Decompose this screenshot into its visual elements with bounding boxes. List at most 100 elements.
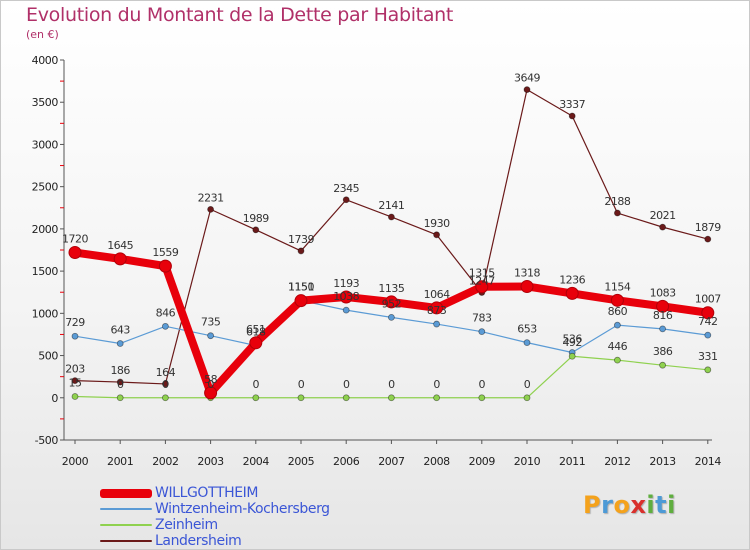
- series-point-1: [387, 313, 395, 321]
- series-point-1: [704, 331, 712, 339]
- y-tick-label: 3500: [32, 96, 59, 109]
- series-point-2: [704, 366, 712, 374]
- x-tick-label: 2014: [695, 455, 722, 468]
- data-label-2: 0: [298, 378, 305, 391]
- series-point-1: [433, 320, 441, 328]
- legend-swatch: [100, 488, 152, 498]
- series-point-1: [342, 306, 350, 314]
- series-point-3: [71, 377, 79, 385]
- x-tick-label: 2004: [243, 455, 270, 468]
- series-point-0: [249, 336, 263, 350]
- data-label-3: 1930: [424, 217, 450, 230]
- data-label-2: 0: [253, 378, 260, 391]
- series-point-2: [297, 394, 305, 402]
- legend-swatch: [100, 508, 152, 510]
- series-point-3: [614, 209, 621, 217]
- series-point-1: [478, 328, 486, 336]
- data-label-1: 729: [65, 316, 85, 329]
- x-tick-label: 2002: [152, 455, 178, 468]
- y-tick-label: 0: [51, 392, 58, 405]
- series-point-0: [475, 280, 489, 294]
- data-label-2: 492: [562, 336, 582, 349]
- data-label-2: 446: [608, 340, 628, 353]
- y-tick-label: 2000: [32, 223, 59, 236]
- legend-item: WILLGOTTHEIM: [100, 485, 330, 501]
- series-point-1: [614, 321, 621, 329]
- series-point-3: [207, 205, 215, 213]
- data-label-3: 3649: [514, 72, 540, 85]
- series-point-2: [116, 394, 124, 402]
- data-label-1: 742: [698, 315, 718, 328]
- legend-item: Wintzenheim-Kochersberg: [100, 501, 330, 517]
- data-label-2: 0: [343, 378, 350, 391]
- series-point-3: [342, 196, 350, 204]
- y-tick-label: -500: [35, 434, 59, 447]
- series-point-3: [523, 86, 531, 94]
- x-tick-label: 2001: [107, 455, 133, 468]
- data-label-0: 1135: [378, 282, 404, 295]
- series-point-0: [68, 246, 82, 260]
- y-tick-label: 1500: [32, 265, 59, 278]
- series-point-3: [433, 231, 441, 239]
- data-label-2: 0: [162, 378, 169, 391]
- data-label-3: 1879: [695, 221, 721, 234]
- x-tick-label: 2011: [559, 455, 585, 468]
- data-label-1: 1151: [288, 281, 314, 294]
- series-point-0: [565, 286, 579, 300]
- series-point-2: [523, 394, 531, 402]
- data-label-0: 1645: [107, 239, 133, 252]
- chart-title: Evolution du Montant de la Dette par Hab…: [26, 4, 454, 26]
- x-tick-label: 2013: [649, 455, 676, 468]
- x-tick-label: 2010: [514, 455, 541, 468]
- data-label-1: 846: [156, 306, 176, 319]
- data-label-1: 873: [427, 304, 447, 317]
- data-label-0: 1559: [152, 246, 178, 259]
- data-label-0: 1064: [424, 288, 450, 301]
- series-point-2: [252, 394, 260, 402]
- series-point-3: [116, 378, 124, 386]
- series-point-0: [520, 279, 534, 293]
- data-label-3: 2345: [333, 182, 359, 195]
- y-tick-label: 3000: [32, 138, 59, 151]
- data-label-3: 3337: [559, 98, 585, 111]
- legend-swatch: [100, 524, 152, 526]
- data-label-3: 2141: [378, 199, 404, 212]
- series-point-2: [433, 394, 441, 402]
- series-point-0: [204, 386, 218, 400]
- series-point-3: [297, 247, 305, 255]
- data-label-3: 203: [65, 363, 85, 376]
- data-label-3: 2231: [198, 191, 224, 204]
- chart-subtitle: (en €): [26, 28, 59, 41]
- x-tick-label: 2012: [604, 455, 630, 468]
- series-point-3: [252, 226, 260, 234]
- series-point-0: [701, 306, 715, 320]
- proxiti-logo: Proxiti: [583, 491, 676, 519]
- data-label-2: 0: [207, 378, 214, 391]
- series-point-3: [659, 223, 666, 231]
- y-tick-label: 4000: [32, 54, 59, 67]
- legend-label: Wintzenheim-Kochersberg: [155, 501, 330, 517]
- data-label-0: 1315: [469, 267, 495, 280]
- data-label-0: 58: [204, 373, 217, 386]
- legend-label: WILLGOTTHEIM: [155, 485, 259, 501]
- x-tick-label: 2008: [423, 455, 450, 468]
- data-label-1: 783: [472, 312, 492, 325]
- series-point-3: [704, 235, 712, 243]
- series-point-1: [207, 332, 215, 340]
- series-point-0: [610, 293, 624, 307]
- data-label-0: 1193: [333, 277, 359, 290]
- series-point-1: [659, 325, 666, 333]
- series-point-3: [568, 112, 576, 120]
- data-label-1: 653: [517, 323, 537, 336]
- data-label-0: 1083: [650, 286, 676, 299]
- legend-label: Landersheim: [155, 533, 242, 549]
- series-point-0: [113, 252, 127, 266]
- data-label-2: 0: [117, 378, 124, 391]
- data-label-2: 386: [653, 345, 673, 358]
- data-label-3: 1739: [288, 233, 314, 246]
- data-label-0: 1154: [604, 280, 630, 293]
- data-label-3: 1989: [243, 212, 269, 225]
- series-point-2: [659, 361, 666, 369]
- series-point-3: [387, 213, 395, 221]
